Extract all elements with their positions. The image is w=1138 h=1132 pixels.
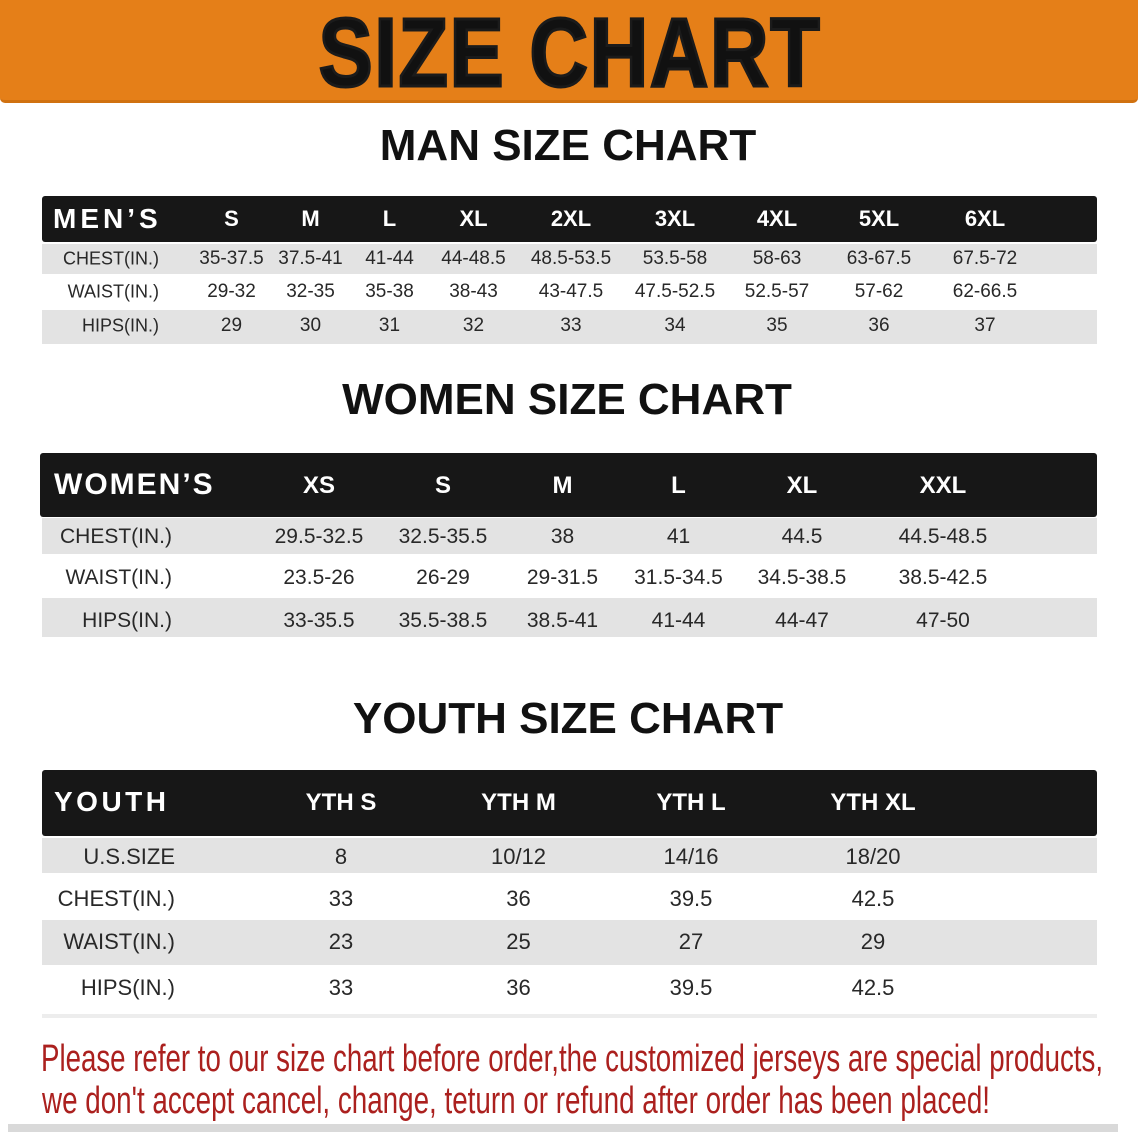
svg-text:we don't accept cancel, change: we don't accept cancel, change, teturn o… — [41, 1080, 990, 1122]
svg-text:Please refer to our size chart: Please refer to our size chart before or… — [41, 1038, 1103, 1080]
